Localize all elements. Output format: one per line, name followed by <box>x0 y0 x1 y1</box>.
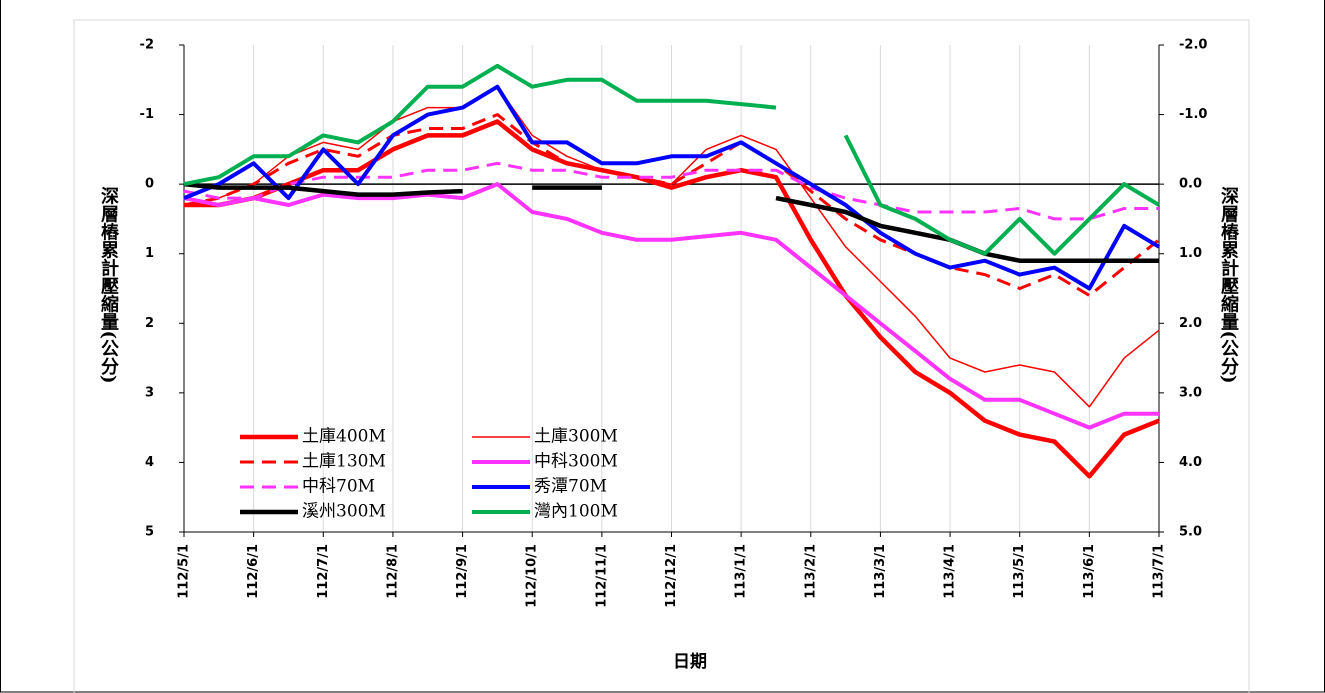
y2-tick-label: -2.0 <box>1179 38 1207 53</box>
y-tick-label: 5 <box>145 525 154 540</box>
y-tick-label: 3 <box>145 385 154 400</box>
y-tick-label: 4 <box>145 455 154 470</box>
legend-label: 秀潭70M <box>534 477 607 497</box>
series-line <box>183 85 1160 408</box>
x-tick-label: 113/3/1 <box>873 544 888 599</box>
legend-label: 中科70M <box>302 477 375 497</box>
series-line <box>183 84 1161 291</box>
y2-tick-label: -1.0 <box>1179 107 1207 122</box>
legend-label: 土庫130M <box>302 452 386 472</box>
x-tick-label: 113/1/1 <box>734 544 749 599</box>
x-tick-label: 112/5/1 <box>177 544 192 599</box>
x-tick-label: 112/12/1 <box>664 544 679 608</box>
x-tick-label: 112/9/1 <box>455 544 470 599</box>
x-axis-label: 日期 <box>673 652 707 672</box>
x-tick-label: 112/7/1 <box>316 544 331 599</box>
plot-frame <box>73 19 1250 693</box>
y-axis-label: 深層樁累計壓縮量(公分) <box>98 185 119 383</box>
x-tick-label: 112/8/1 <box>385 544 400 599</box>
y-tick-label: -1 <box>140 107 154 122</box>
y-tick-label: 0 <box>145 177 154 192</box>
y2-tick-label: 5.0 <box>1179 525 1202 540</box>
x-tick-label: 113/4/1 <box>943 544 958 599</box>
legend-label: 土庫300M <box>534 427 618 447</box>
x-tick-label: 112/11/1 <box>594 544 609 608</box>
y2-tick-label: 2.0 <box>1179 316 1202 331</box>
series-line <box>183 161 1159 221</box>
x-tick-label: 112/10/1 <box>525 544 540 608</box>
y-tick-label: 2 <box>145 316 154 331</box>
y2-tick-label: 3.0 <box>1179 385 1202 400</box>
legend-label: 中科300M <box>534 452 618 472</box>
y-tick-label: 1 <box>145 246 154 261</box>
x-tick-label: 113/6/1 <box>1082 544 1097 599</box>
y2-tick-label: 0.0 <box>1179 177 1202 192</box>
series-line <box>183 182 1159 430</box>
legend-label: 土庫400M <box>302 427 386 447</box>
y2-tick-label: 1.0 <box>1179 246 1202 261</box>
x-tick-label: 113/5/1 <box>1012 544 1027 599</box>
x-tick-label: 113/7/1 <box>1152 544 1167 599</box>
y-tick-label: -2 <box>140 38 154 53</box>
series-line <box>183 63 1161 256</box>
x-tick-label: 113/2/1 <box>803 544 818 599</box>
y2-axis-label: 深層樁累計壓縮量(公分) <box>1218 185 1239 383</box>
legend-label: 灣內100M <box>534 502 618 522</box>
legend-label: 溪州300M <box>302 502 386 522</box>
y2-tick-label: 4.0 <box>1179 455 1202 470</box>
x-tick-label: 112/6/1 <box>246 544 261 599</box>
